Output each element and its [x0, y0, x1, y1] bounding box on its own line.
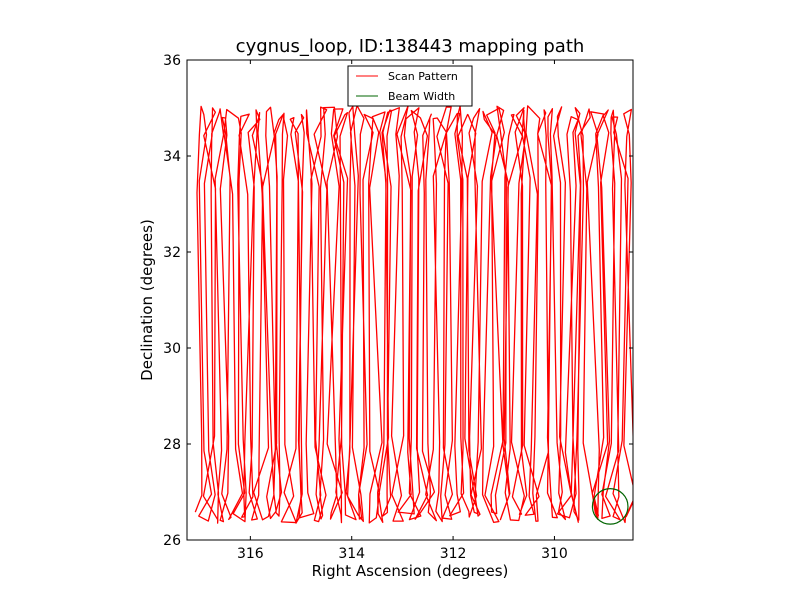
axes-frame	[186, 59, 634, 541]
x-tick-label: 312	[440, 546, 467, 562]
y-tick-label: 36	[163, 53, 181, 69]
x-ticks: 316 314 312 310	[237, 60, 568, 562]
x-axis-label: Right Ascension (degrees)	[312, 562, 509, 580]
y-ticks: 26 28 30 32 34 36	[163, 53, 633, 549]
y-tick-label: 34	[163, 149, 181, 165]
plot-area	[186, 59, 634, 541]
scan-pattern-line	[194, 104, 633, 524]
x-tick-label: 316	[237, 546, 264, 562]
y-tick-label: 28	[163, 437, 181, 453]
chart-title: cygnus_loop, ID:138443 mapping path	[236, 36, 585, 57]
series-layer	[194, 104, 633, 525]
legend-label-beam-width: Beam Width	[388, 90, 455, 103]
legend-box	[347, 65, 473, 107]
legend-label-scan-pattern: Scan Pattern	[388, 70, 458, 83]
y-tick-label: 32	[163, 245, 181, 261]
x-tick-label: 310	[541, 546, 568, 562]
y-tick-label: 26	[163, 533, 181, 549]
y-axis-label: Declination (degrees)	[138, 219, 156, 381]
beam-width-circle	[591, 488, 629, 525]
legend: Scan Pattern Beam Width	[347, 65, 473, 107]
y-tick-label: 30	[163, 341, 181, 357]
x-tick-label: 314	[338, 546, 365, 562]
